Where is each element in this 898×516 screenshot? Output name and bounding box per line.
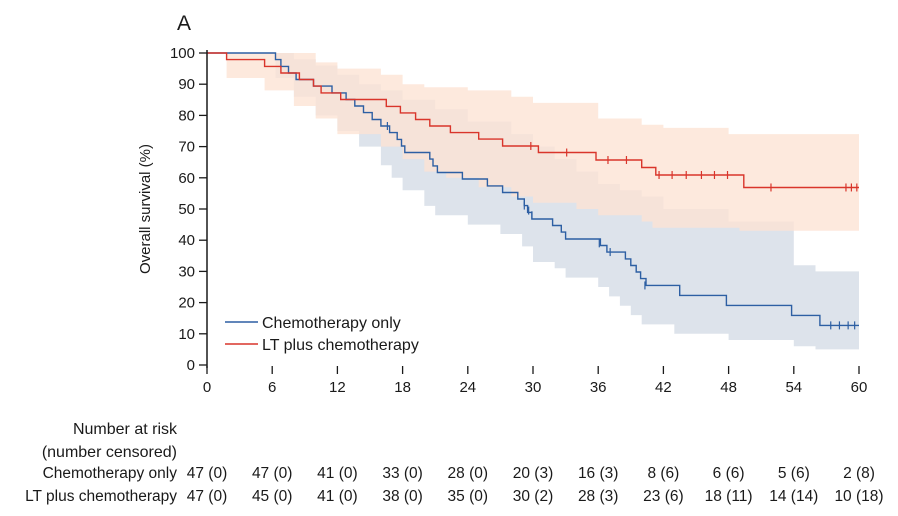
y-tick-label: 0 xyxy=(187,357,195,374)
at-risk-lt: 23 (6) xyxy=(643,488,684,505)
at-risk-lt: 35 (0) xyxy=(448,488,489,505)
at-risk-lt: 30 (2) xyxy=(513,488,554,505)
x-tick-label: 0 xyxy=(203,379,211,396)
y-tick-label: 90 xyxy=(178,76,195,93)
risk-table-title: Number at risk xyxy=(73,421,178,438)
at-risk-chemo: 16 (3) xyxy=(578,465,619,482)
at-risk-lt: 47 (0) xyxy=(187,488,228,505)
censor-marks xyxy=(386,122,858,330)
at-risk-lt: 45 (0) xyxy=(252,488,293,505)
at-risk-chemo: 6 (6) xyxy=(713,465,745,482)
y-tick-label: 100 xyxy=(170,45,195,62)
at-risk-chemo: 28 (0) xyxy=(448,465,489,482)
x-tick-label: 36 xyxy=(590,379,607,396)
at-risk-lt: 18 (11) xyxy=(705,488,753,505)
y-tick-label: 50 xyxy=(178,201,195,218)
risk-row-label-chemo: Chemotherapy only xyxy=(43,465,178,482)
at-risk-chemo: 33 (0) xyxy=(382,465,423,482)
y-tick-label: 40 xyxy=(178,232,195,249)
x-tick-label: 48 xyxy=(720,379,737,396)
at-risk-lt: 41 (0) xyxy=(317,488,358,505)
x-tick-label: 6 xyxy=(268,379,276,396)
legend-label-chemo: Chemotherapy only xyxy=(262,315,401,332)
x-tick-label: 42 xyxy=(655,379,672,396)
legend-label-lt: LT plus chemotherapy xyxy=(262,337,419,354)
at-risk-lt: 14 (14) xyxy=(769,488,818,505)
survival-curves xyxy=(207,52,859,327)
at-risk-chemo: 20 (3) xyxy=(513,465,554,482)
at-risk-chemo: 2 (8) xyxy=(843,465,875,482)
confidence-bands xyxy=(207,53,859,350)
y-tick-label: 30 xyxy=(178,263,195,280)
x-tick-label: 54 xyxy=(785,379,802,396)
at-risk-chemo: 5 (6) xyxy=(778,465,810,482)
x-ticks: 0 6 12 18 24 30 36 42 48 54 60 xyxy=(203,366,868,396)
risk-row-label-lt: LT plus chemotherapy xyxy=(25,488,177,505)
risk-values: 47 (0) 47 (0) 41 (0) 33 (0) 28 (0) 20 (3) 16 (… xyxy=(187,465,884,505)
y-ticks: 0 10 20 30 40 50 60 70 80 90 100 xyxy=(170,45,207,374)
at-risk-lt: 28 (3) xyxy=(578,488,619,505)
panel-label: A xyxy=(177,12,191,35)
risk-table: Number at risk (number censored) Chemoth… xyxy=(25,421,884,505)
at-risk-chemo: 47 (0) xyxy=(187,465,228,482)
at-risk-lt: 10 (18) xyxy=(834,488,883,505)
x-tick-label: 60 xyxy=(851,379,868,396)
x-tick-label: 30 xyxy=(525,379,542,396)
survival-curve-lt xyxy=(207,52,859,189)
y-tick-label: 70 xyxy=(178,139,195,156)
y-tick-label: 20 xyxy=(178,295,195,312)
y-tick-label: 10 xyxy=(178,326,195,343)
at-risk-chemo: 8 (6) xyxy=(647,465,679,482)
x-tick-label: 24 xyxy=(459,379,476,396)
risk-table-subtitle: (number censored) xyxy=(42,444,177,461)
legend: Chemotherapy only LT plus chemotherapy xyxy=(225,315,419,354)
y-tick-label: 80 xyxy=(178,107,195,124)
at-risk-chemo: 41 (0) xyxy=(317,465,358,482)
survival-curve-chemo xyxy=(207,52,859,327)
at-risk-lt: 38 (0) xyxy=(382,488,423,505)
y-axis-title: Overall survival (%) xyxy=(137,144,154,274)
x-tick-label: 12 xyxy=(329,379,346,396)
y-tick-label: 60 xyxy=(178,170,195,187)
at-risk-chemo: 47 (0) xyxy=(252,465,293,482)
x-tick-label: 18 xyxy=(394,379,411,396)
ci-band-lt xyxy=(207,53,859,231)
